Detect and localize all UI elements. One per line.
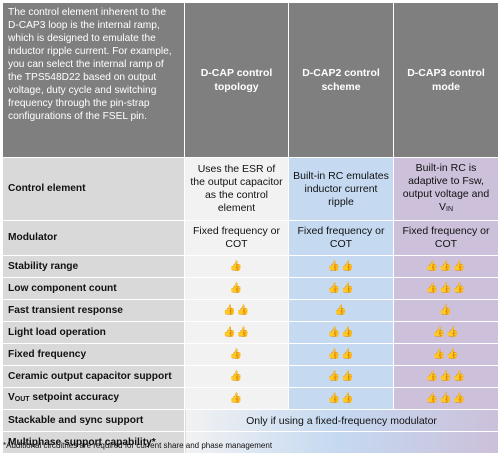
row-label-ceramic-capacitor-support: Ceramic output capacitor support <box>2 365 185 388</box>
header-row: The control element inherent to the D-CA… <box>2 2 499 158</box>
rating-cell: 👍👍 <box>288 255 394 278</box>
row-label-modulator: Modulator <box>2 220 185 256</box>
column-header-dcap3: D-CAP3 control mode <box>393 2 499 158</box>
thumbs-up-icon: 👍 <box>334 304 348 316</box>
table-row: Ceramic output capacitor support 👍 👍👍 👍👍… <box>2 365 499 388</box>
row-label-low-component-count: Low component count <box>2 277 185 300</box>
label-prefix: V <box>8 391 15 403</box>
column-header-dcap: D-CAP control topology <box>184 2 289 158</box>
thumbs-up-icon: 👍👍 <box>223 304 250 316</box>
thumbs-up-icon: 👍👍 <box>432 348 460 360</box>
row-label-fast-transient-response: Fast transient response <box>2 299 185 322</box>
rating-cell: 👍 <box>184 343 289 366</box>
rating-cell: 👍 <box>184 365 289 388</box>
rating-cell: 👍 <box>184 387 289 410</box>
label-suffix: setpoint accuracy <box>29 391 120 403</box>
cell-text: Uses the ESR of the output capacitor as … <box>190 163 283 214</box>
rating-cell: 👍 <box>288 299 394 322</box>
rating-cell: 👍👍👍 <box>393 277 499 300</box>
rating-cell: 👍👍 <box>288 387 394 410</box>
rating-cell: 👍👍👍 <box>393 387 499 410</box>
thumbs-up-icon: 👍 <box>229 348 244 360</box>
footnote: *Additional circuitries are required for… <box>3 441 273 450</box>
row-label-control-element: Control element <box>2 157 185 221</box>
thumbs-up-icon: 👍 <box>229 392 244 404</box>
cell-text: Built-in RC is adaptive to Fsw, output v… <box>395 162 498 216</box>
table-row: Multiphase support capability* <box>2 431 499 454</box>
cell-text: Built-in RC emulates inductor current ri… <box>293 169 389 208</box>
thumbs-up-icon: 👍 <box>229 260 244 272</box>
rating-cell: 👍👍 <box>393 343 499 366</box>
rating-cell: 👍👍 <box>184 299 289 322</box>
rating-cell: 👍👍 <box>288 343 394 366</box>
row-label-vout-setpoint-accuracy: VOUT setpoint accuracy <box>2 387 185 410</box>
vout-subscript: OUT <box>14 395 30 403</box>
rating-cell: 👍👍 <box>288 321 394 344</box>
merged-cell-stackable: Only if using a fixed-frequency modulato… <box>184 409 499 432</box>
table-row: Fixed frequency 👍 👍👍 👍👍 <box>2 343 499 366</box>
table-row: Low component count 👍 👍👍 👍👍👍 <box>2 277 499 300</box>
rating-cell: 👍 <box>393 299 499 322</box>
cell-text: Fixed frequency or COT <box>297 225 385 250</box>
thumbs-up-icon: 👍👍👍 <box>425 392 467 404</box>
table-row: Light load operation 👍👍 👍👍 👍👍 <box>2 321 499 344</box>
thumbs-up-icon: 👍👍👍 <box>425 260 467 272</box>
row-label-stability-range: Stability range <box>2 255 185 278</box>
table-row: VOUT setpoint accuracy 👍 👍👍 👍👍👍 <box>2 387 499 410</box>
row-label-light-load-operation: Light load operation <box>2 321 185 344</box>
column-header-dcap2: D-CAP2 control scheme <box>288 2 394 158</box>
cell-modulator-dcap3: Fixed frequency or COT <box>393 220 499 256</box>
cell-modulator-dcap2: Fixed frequency or COT <box>288 220 394 256</box>
table-row: Modulator Fixed frequency or COT Fixed f… <box>2 220 499 256</box>
rating-cell: 👍👍 <box>393 321 499 344</box>
row-label-fixed-frequency: Fixed frequency <box>2 343 185 366</box>
cell-control-dcap2: Built-in RC emulates inductor current ri… <box>288 157 394 221</box>
table-row: Fast transient response 👍👍 👍 👍 <box>2 299 499 322</box>
row-label-stackable-sync: Stackable and sync support <box>2 409 185 432</box>
thumbs-up-icon: 👍👍 <box>327 326 355 338</box>
rating-cell: 👍 <box>184 277 289 300</box>
cell-control-dcap3: Built-in RC is adaptive to Fsw, output v… <box>393 157 499 221</box>
cell-text: Fixed frequency or COT <box>402 225 490 250</box>
cell-modulator-dcap: Fixed frequency or COT <box>184 220 289 256</box>
row-label-multiphase-support: Multiphase support capability* <box>2 431 185 454</box>
vin-subscript: IN <box>446 206 453 213</box>
cell-control-dcap: Uses the ESR of the output capacitor as … <box>184 157 289 221</box>
table-row: Stackable and sync support Only if using… <box>2 409 499 432</box>
thumbs-up-icon: 👍👍 <box>327 348 355 360</box>
thumbs-up-icon: 👍👍 <box>327 370 355 382</box>
rating-cell: 👍👍👍 <box>393 365 499 388</box>
thumbs-up-icon: 👍 <box>439 304 453 316</box>
thumbs-up-icon: 👍👍 <box>432 326 460 338</box>
rating-cell: 👍 <box>184 255 289 278</box>
rating-cell: 👍👍👍 <box>393 255 499 278</box>
intro-text: The control element inherent to the D-CA… <box>2 2 185 158</box>
table-row: Stability range 👍 👍👍 👍👍👍 <box>2 255 499 278</box>
thumbs-up-icon: 👍👍👍 <box>425 370 467 382</box>
thumbs-up-icon: 👍👍 <box>327 282 355 294</box>
rating-cell: 👍👍 <box>184 321 289 344</box>
rating-cell: 👍👍 <box>288 365 394 388</box>
cell-text: Fixed frequency or COT <box>193 225 280 250</box>
thumbs-up-icon: 👍 <box>229 282 244 294</box>
rating-cell: 👍👍 <box>288 277 394 300</box>
thumbs-up-icon: 👍👍👍 <box>425 282 467 294</box>
thumbs-up-icon: 👍 <box>229 370 244 382</box>
cell-text-main: Built-in RC is adaptive to Fsw, output v… <box>402 162 490 213</box>
thumbs-up-icon: 👍👍 <box>327 392 355 404</box>
thumbs-up-icon: 👍👍 <box>223 326 250 338</box>
merged-cell-multiphase <box>184 431 499 454</box>
table-row: Control element Uses the ESR of the outp… <box>2 157 499 221</box>
thumbs-up-icon: 👍👍 <box>327 260 355 272</box>
